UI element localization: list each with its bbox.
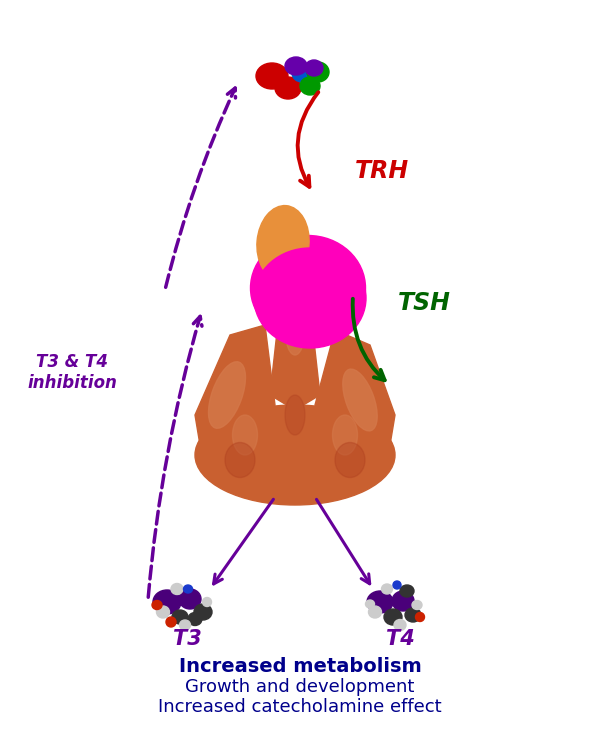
Ellipse shape <box>172 610 188 624</box>
Ellipse shape <box>335 443 365 478</box>
Ellipse shape <box>153 590 181 614</box>
Ellipse shape <box>415 612 424 621</box>
Text: TRH: TRH <box>355 159 409 183</box>
Ellipse shape <box>152 600 162 609</box>
Ellipse shape <box>343 369 377 431</box>
Ellipse shape <box>392 591 414 611</box>
Polygon shape <box>195 325 275 475</box>
Ellipse shape <box>394 620 406 630</box>
Text: Increased catecholamine effect: Increased catecholamine effect <box>158 698 442 716</box>
Ellipse shape <box>305 60 323 76</box>
Ellipse shape <box>203 597 212 606</box>
Ellipse shape <box>195 405 395 505</box>
Ellipse shape <box>194 604 212 620</box>
Ellipse shape <box>412 600 422 609</box>
Ellipse shape <box>157 606 170 618</box>
Ellipse shape <box>332 415 358 455</box>
Ellipse shape <box>257 205 309 280</box>
Text: T4: T4 <box>386 629 415 649</box>
Ellipse shape <box>225 443 255 478</box>
Ellipse shape <box>285 395 305 435</box>
Text: T3: T3 <box>173 629 202 649</box>
Ellipse shape <box>166 617 176 627</box>
Ellipse shape <box>179 620 191 630</box>
Ellipse shape <box>384 609 402 625</box>
Ellipse shape <box>179 589 201 609</box>
Ellipse shape <box>256 63 288 89</box>
Text: T3 & T4
inhibition: T3 & T4 inhibition <box>27 353 117 392</box>
Ellipse shape <box>274 259 312 297</box>
Ellipse shape <box>188 612 202 626</box>
Polygon shape <box>270 290 320 410</box>
Ellipse shape <box>405 608 421 622</box>
Ellipse shape <box>400 585 414 597</box>
Ellipse shape <box>382 584 392 594</box>
Ellipse shape <box>286 315 304 355</box>
Ellipse shape <box>292 64 312 82</box>
Ellipse shape <box>365 600 374 608</box>
Ellipse shape <box>171 583 183 594</box>
Text: Growth and development: Growth and development <box>185 678 415 696</box>
Ellipse shape <box>307 62 329 82</box>
Polygon shape <box>315 330 395 475</box>
Text: Increased metabolism: Increased metabolism <box>179 657 421 676</box>
Ellipse shape <box>367 591 393 613</box>
Ellipse shape <box>368 606 382 618</box>
Ellipse shape <box>254 248 366 348</box>
Ellipse shape <box>184 585 193 593</box>
Ellipse shape <box>209 362 245 429</box>
Text: TSH: TSH <box>398 291 451 315</box>
Ellipse shape <box>232 415 257 455</box>
Ellipse shape <box>393 581 401 589</box>
Ellipse shape <box>300 77 320 95</box>
Ellipse shape <box>251 236 365 341</box>
Ellipse shape <box>275 77 301 99</box>
Ellipse shape <box>285 57 307 75</box>
